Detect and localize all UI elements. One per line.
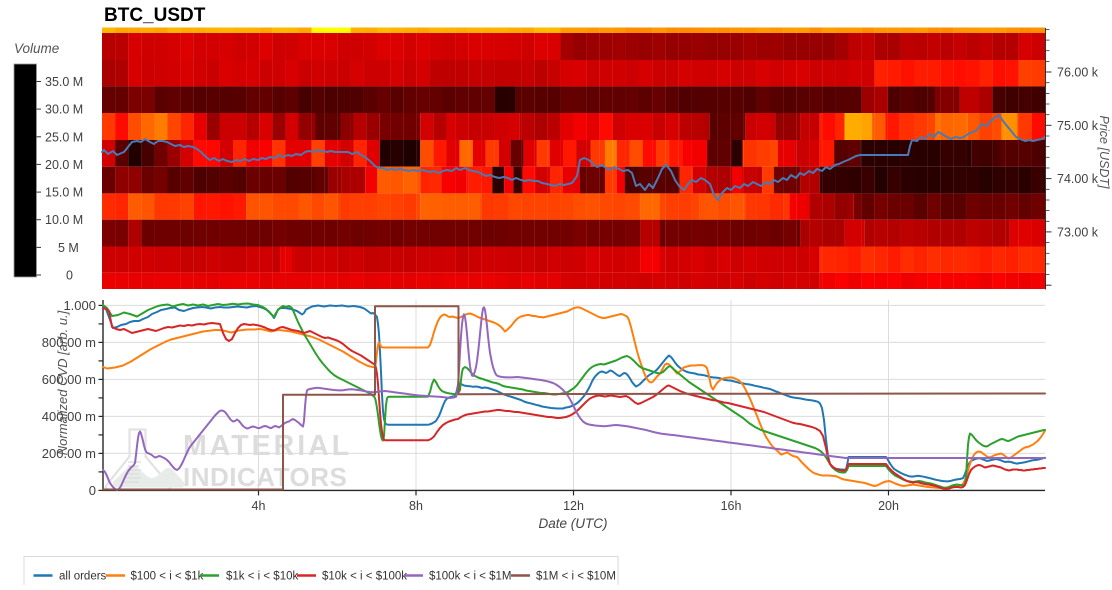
svg-text:Normalized CVD [arb. u.]: Normalized CVD [arb. u.] (55, 310, 70, 455)
svg-text:76.00 k: 76.00 k (1057, 66, 1099, 80)
svg-text:$10k < i < $100k: $10k < i < $100k (322, 571, 407, 583)
svg-text:600.00 m: 600.00 m (42, 372, 96, 387)
svg-text:8h: 8h (409, 499, 423, 513)
svg-text:Date (UTC): Date (UTC) (538, 516, 607, 531)
svg-text:400.00 m: 400.00 m (42, 409, 96, 424)
svg-text:INDICATORS: INDICATORS (183, 462, 347, 492)
svg-text:Price [USDT]: Price [USDT] (1097, 116, 1111, 189)
svg-text:10.0 M: 10.0 M (45, 213, 83, 227)
svg-text:200.00 m: 200.00 m (42, 446, 96, 461)
svg-text:$1k < i < $10k: $1k < i < $10k (226, 571, 298, 583)
svg-text:74.00 k: 74.00 k (1057, 172, 1099, 186)
svg-text:0: 0 (66, 269, 73, 283)
svg-text:$1M < i < $10M: $1M < i < $10M (536, 571, 616, 583)
svg-text:5 M: 5 M (58, 241, 79, 255)
svg-text:Volume: Volume (14, 41, 59, 56)
svg-text:20.0 M: 20.0 M (45, 158, 83, 172)
svg-text:BTC_USDT: BTC_USDT (104, 5, 206, 26)
svg-text:16h: 16h (721, 499, 742, 513)
svg-text:$100 < i < $1k: $100 < i < $1k (131, 571, 204, 583)
svg-text:73.00 k: 73.00 k (1057, 225, 1099, 239)
svg-text:all orders: all orders (59, 571, 107, 583)
svg-text:20h: 20h (878, 499, 899, 513)
svg-text:1.000: 1.000 (63, 298, 96, 313)
svg-text:12h: 12h (563, 499, 584, 513)
svg-text:30.0 M: 30.0 M (45, 103, 83, 117)
svg-text:$100k < i < $1M: $100k < i < $1M (429, 571, 511, 583)
svg-text:MATERIAL: MATERIAL (183, 430, 352, 462)
svg-text:35.0 M: 35.0 M (45, 75, 83, 89)
svg-text:0: 0 (89, 483, 96, 498)
svg-text:4h: 4h (252, 499, 266, 513)
svg-text:800.00 m: 800.00 m (42, 335, 96, 350)
svg-text:15.0 M: 15.0 M (45, 186, 83, 200)
svg-text:75.00 k: 75.00 k (1057, 119, 1099, 133)
svg-text:25.0 M: 25.0 M (45, 130, 83, 144)
